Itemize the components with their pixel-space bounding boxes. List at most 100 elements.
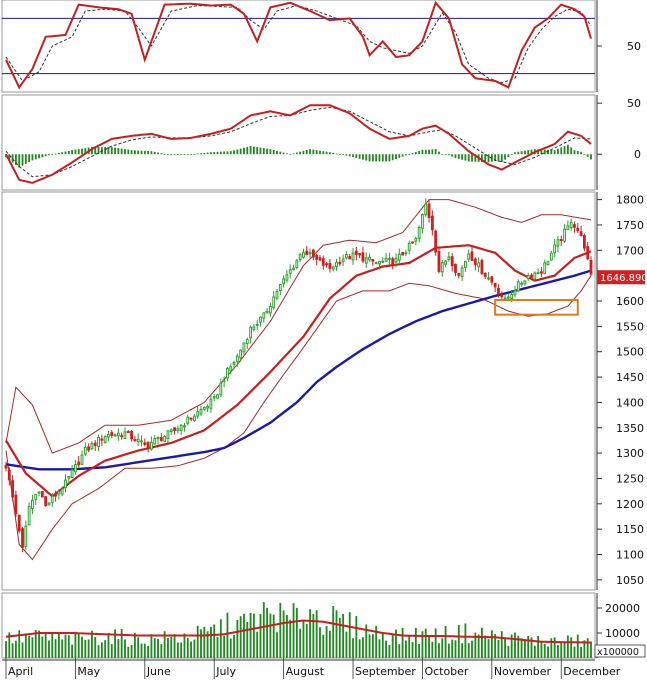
macd-histogram-bar bbox=[404, 154, 407, 156]
volume-bar bbox=[256, 631, 259, 658]
candle-up bbox=[212, 396, 216, 399]
macd-histogram-bar bbox=[517, 151, 520, 155]
month-label: August bbox=[286, 665, 325, 678]
candle-up bbox=[417, 227, 421, 239]
volume-bar bbox=[51, 633, 54, 658]
volume-bar bbox=[193, 639, 196, 658]
candle-down bbox=[411, 241, 414, 244]
macd-histogram-bar bbox=[414, 152, 417, 155]
macd-histogram-bar bbox=[342, 154, 345, 156]
candle-down bbox=[579, 231, 583, 236]
macd-histogram-bar bbox=[163, 153, 166, 155]
macd-histogram-bar bbox=[573, 150, 576, 155]
macd-histogram-bar bbox=[94, 147, 97, 155]
volume-bar bbox=[570, 637, 573, 658]
volume-bar bbox=[150, 634, 153, 658]
volume-bar bbox=[431, 641, 434, 658]
last-price-label: 1646.890 bbox=[600, 273, 647, 284]
volume-bar bbox=[120, 628, 123, 658]
volume-bar bbox=[110, 644, 113, 658]
macd-histogram-bar bbox=[408, 154, 411, 156]
candle-up bbox=[285, 274, 289, 281]
volume-ma-line bbox=[5, 619, 591, 644]
candle-down bbox=[143, 442, 147, 446]
volume-bar bbox=[167, 637, 169, 658]
macd-histogram-bar bbox=[233, 150, 235, 155]
macd-histogram-bar bbox=[44, 154, 47, 157]
candle-up bbox=[556, 239, 560, 247]
macd-histogram-bar bbox=[147, 151, 150, 155]
candle-up bbox=[407, 242, 411, 251]
macd-histogram-bar bbox=[117, 148, 120, 155]
panel-frame-vol bbox=[1, 592, 596, 659]
macd-histogram-bar bbox=[560, 147, 563, 155]
macd-histogram-bar bbox=[190, 154, 193, 156]
macd-histogram-bar bbox=[398, 154, 401, 158]
candle-down bbox=[470, 251, 474, 261]
volume-bar bbox=[312, 613, 315, 658]
macd-histogram-bar bbox=[279, 151, 282, 155]
macd-histogram-bar bbox=[107, 147, 110, 155]
macd-histogram-bar bbox=[256, 147, 259, 155]
volume-bar bbox=[130, 644, 133, 658]
candle-up bbox=[229, 366, 233, 371]
candle-down bbox=[44, 496, 48, 507]
month-label: December bbox=[563, 665, 621, 678]
candle-up bbox=[288, 269, 292, 274]
candle-up bbox=[368, 256, 371, 261]
volume-bar bbox=[74, 631, 77, 658]
macd-histogram-bar bbox=[246, 146, 249, 155]
volume-bar bbox=[233, 634, 235, 658]
macd-histogram-bar bbox=[170, 154, 173, 156]
volume-bar bbox=[81, 636, 83, 658]
macd-histogram-bar bbox=[375, 154, 378, 162]
volume-bar bbox=[401, 628, 404, 658]
candle-up bbox=[506, 296, 510, 299]
candle-up bbox=[275, 291, 279, 299]
candle-down bbox=[338, 261, 342, 265]
candle-up bbox=[57, 491, 61, 495]
volume-bar bbox=[497, 639, 500, 658]
volume-bar bbox=[61, 639, 64, 658]
candle-up bbox=[513, 290, 517, 296]
candle-up bbox=[378, 261, 381, 265]
macd-histogram-bar bbox=[315, 150, 318, 155]
volume-bar bbox=[170, 636, 173, 658]
price-tick-label: 1450 bbox=[616, 371, 644, 384]
volume-bar bbox=[328, 630, 331, 658]
volume-bar bbox=[223, 635, 226, 658]
volume-bar bbox=[117, 638, 120, 658]
volume-bar bbox=[239, 616, 242, 658]
candle-up bbox=[64, 479, 67, 489]
candle-up bbox=[394, 257, 398, 263]
candle-up bbox=[179, 424, 183, 431]
volume-multiplier-box bbox=[594, 644, 646, 658]
macd-histogram-bar bbox=[153, 151, 156, 155]
candle-down bbox=[483, 272, 487, 277]
macd-histogram-bar bbox=[434, 149, 437, 155]
volume-bar bbox=[395, 629, 397, 658]
month-label: June bbox=[146, 665, 171, 678]
candle-up bbox=[477, 262, 481, 268]
macd-histogram-bar bbox=[322, 151, 325, 155]
macd-histogram-bar bbox=[74, 149, 77, 155]
macd-histogram-bar bbox=[348, 154, 351, 157]
volume-bar bbox=[583, 640, 586, 658]
volume-bar bbox=[447, 643, 450, 658]
macd-histogram-bar bbox=[388, 154, 391, 162]
macd-histogram-bar bbox=[302, 150, 305, 155]
macd-histogram-bar bbox=[299, 151, 302, 155]
macd-histogram-bar bbox=[454, 154, 457, 158]
candle-down bbox=[490, 276, 494, 283]
macd-histogram-bar bbox=[295, 152, 298, 155]
macd-histogram-bar bbox=[223, 151, 226, 155]
macd-histogram-bar bbox=[193, 153, 196, 155]
month-label: October bbox=[424, 665, 468, 678]
macd-histogram-bar bbox=[586, 154, 589, 157]
macd-histogram-bar bbox=[358, 154, 361, 159]
macd-histogram-bar bbox=[540, 149, 543, 155]
price-tick-label: 1600 bbox=[616, 295, 644, 308]
candle-down bbox=[473, 258, 477, 266]
candle-up bbox=[192, 415, 196, 422]
macd-histogram-bar bbox=[81, 148, 83, 155]
